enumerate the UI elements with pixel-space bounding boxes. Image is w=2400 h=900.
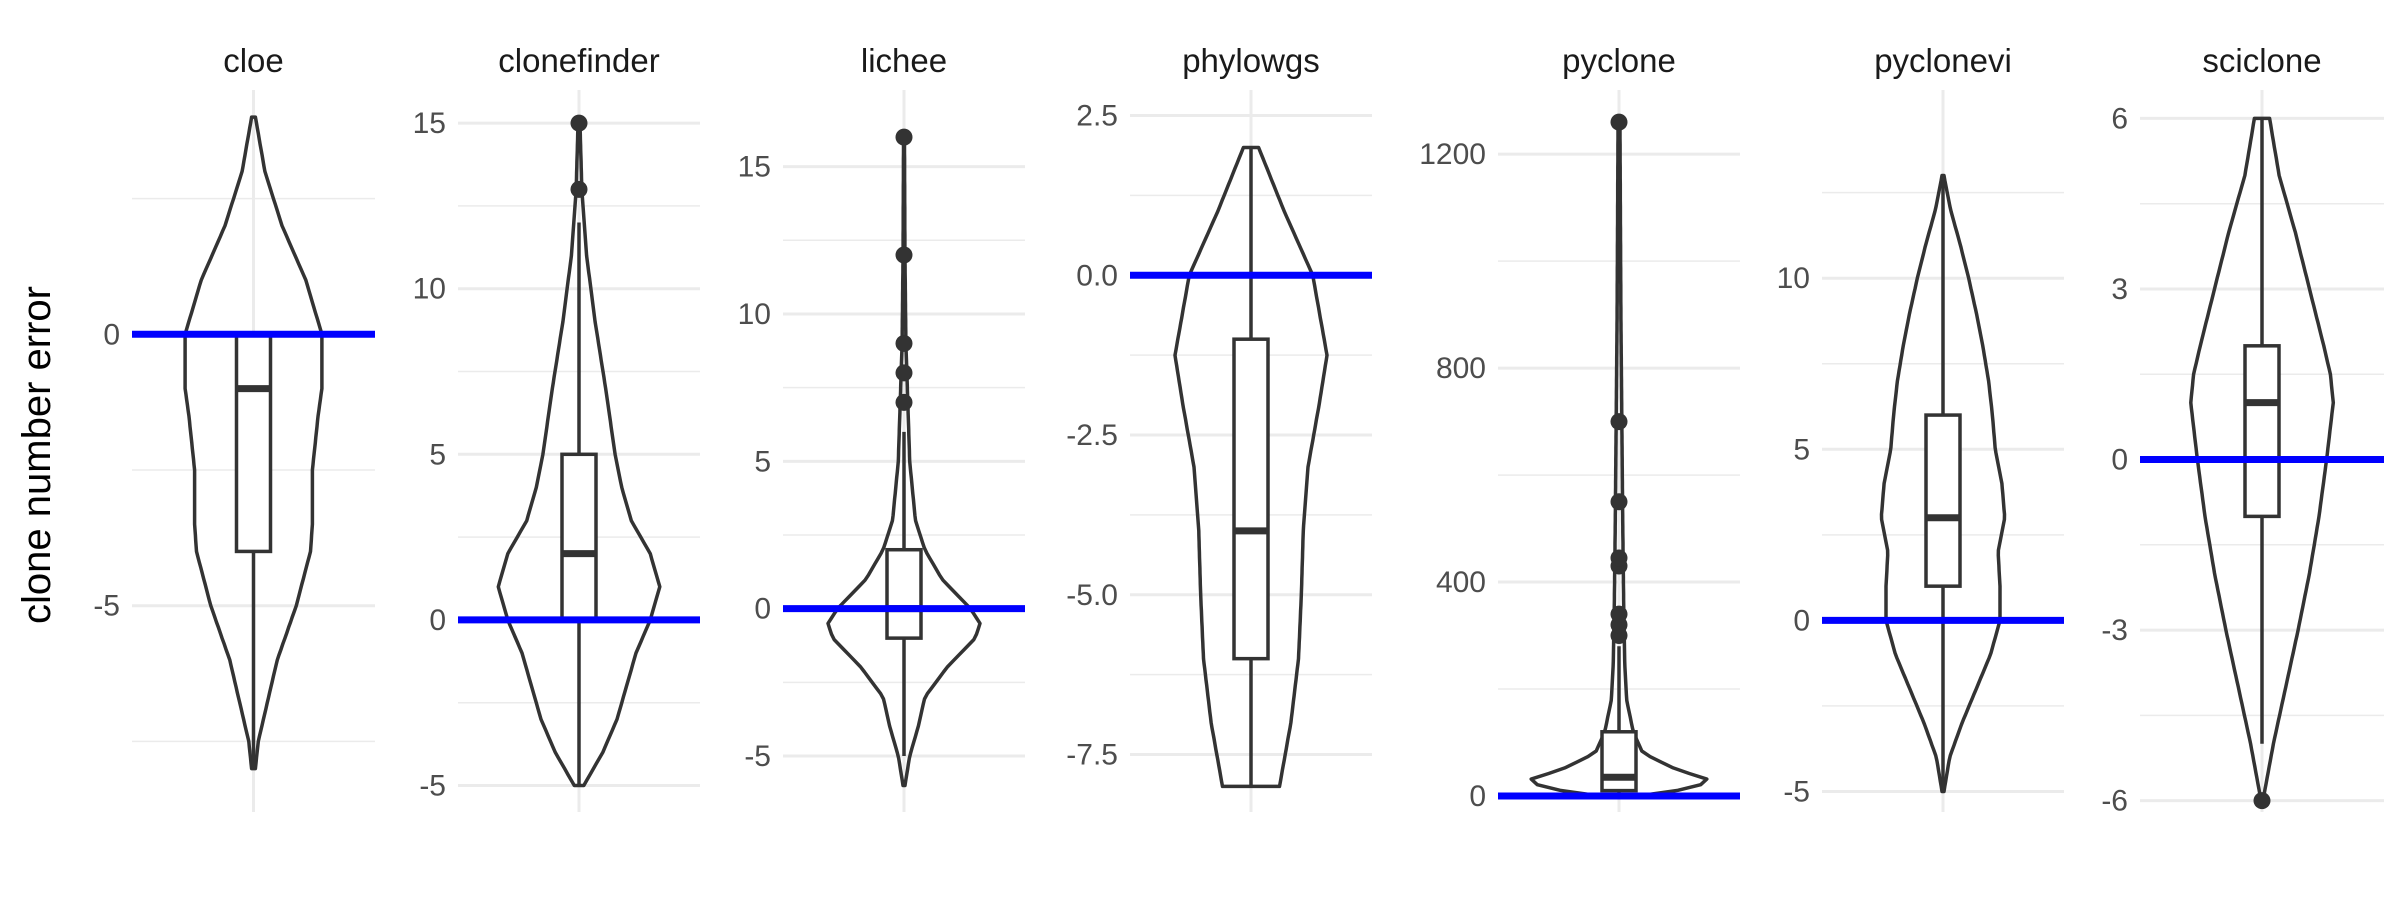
box-iqr [234,332,273,554]
y-tick-label: 10 [738,298,771,331]
y-tick-label: 0 [2111,444,2128,477]
violin-outline [1879,173,2007,794]
violin-outline [1173,145,1329,789]
y-tick-label: 800 [1436,352,1486,385]
box-iqr [1232,337,1270,661]
facet-title: sciclone [2202,42,2321,79]
outlier-point [570,180,588,198]
y-tick-label: -5 [1783,775,1810,808]
y-tick-label: 0 [754,593,771,626]
y-tick-label: 400 [1436,566,1486,599]
facet-title: lichee [861,42,947,79]
y-tick-label: 0 [1793,604,1810,637]
box-iqr [1924,413,1962,588]
facet-title: clonefinder [498,42,659,79]
violin-outline [183,115,324,771]
facet-panel-phylowgs: phylowgs 2.5 0.0 -2.5 -5.0 -7.5 [1066,42,1372,812]
y-tick-label: -5 [419,770,446,803]
y-tick-label: 0 [1469,780,1486,813]
box-iqr [1600,730,1638,793]
facet-panel-sciclone: sciclone 6 3 0 -3 -6 [2101,42,2384,818]
y-tick-label: 5 [429,438,446,471]
y-tick-label: 10 [413,273,446,306]
outlier-point [1610,113,1628,131]
y-tick-label: 15 [413,107,446,140]
outlier-point [1610,605,1628,623]
outlier-point [895,246,913,264]
y-tick-label: 2.5 [1076,100,1118,133]
y-tick-label: 0 [103,318,120,351]
y-tick-label: 0.0 [1076,259,1118,292]
box-iqr [560,452,598,622]
y-tick-label: -5 [744,740,771,773]
y-axis-label: clone number error [15,286,59,624]
facet-panel-clonefinder: clonefinder 15 10 5 0 -5 [413,42,700,812]
facet-title: pyclonevi [1874,42,2012,79]
y-tick-label: 3 [2111,273,2128,306]
y-tick-label: -3 [2101,614,2128,647]
facet-panel-cloe: cloe 0 -5 [93,42,375,812]
outlier-point [895,393,913,411]
y-tick-label: 6 [2111,102,2128,135]
outlier-point [1610,413,1628,431]
box-iqr [2243,344,2281,519]
y-tick-label: -5.0 [1066,579,1118,612]
box-iqr [885,547,923,640]
facet-title: cloe [223,42,284,79]
outlier-point [2253,792,2271,810]
facet-panel-lichee: lichee 15 10 5 0 -5 [738,42,1025,812]
y-tick-label: -2.5 [1066,419,1118,452]
y-tick-label: 0 [429,604,446,637]
outlier-point [1610,493,1628,511]
outlier-point [895,364,913,382]
facet-panel-pyclonevi: pyclonevi 10 5 0 -5 [1777,42,2064,812]
outlier-point [570,114,588,132]
violin-outline [2189,116,2336,803]
y-tick-label: -6 [2101,785,2128,818]
outlier-point [895,334,913,352]
facet-panels: cloe 0 -5 clonefinder 15 10 5 0 -5 lichee 15 10 5 0 -5… [93,42,2384,818]
facet-title: pyclone [1562,42,1676,79]
outlier-point [1610,549,1628,567]
y-tick-label: -7.5 [1066,738,1118,771]
y-tick-label: 10 [1777,262,1810,295]
y-tick-label: 1200 [1419,138,1486,171]
facet-title: phylowgs [1182,42,1320,79]
y-tick-label: -5 [93,590,120,623]
facet-panel-pyclone: pyclone 1200 800 400 0 [1419,42,1740,813]
y-tick-label: 15 [738,151,771,184]
y-tick-label: 5 [1793,433,1810,466]
y-tick-label: 5 [754,445,771,478]
outlier-point [895,128,913,146]
